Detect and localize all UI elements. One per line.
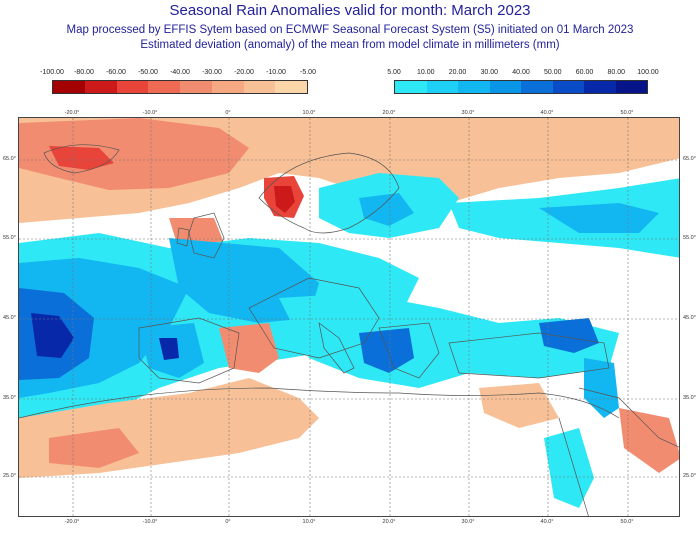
legend-tick-label: 20.00 bbox=[448, 69, 467, 76]
graticule bbox=[19, 118, 679, 516]
anomaly-region-atlantic-max-wet bbox=[31, 313, 74, 358]
legend-tick-label: 5.00 bbox=[387, 69, 401, 76]
legend-tick-label: 100.00 bbox=[637, 69, 659, 76]
lon-tick-bottom: 50.0° bbox=[620, 519, 634, 525]
lon-tick-bottom: -20.0° bbox=[64, 519, 80, 525]
legend-color-swatch bbox=[275, 81, 307, 93]
legend-tick-label: -5.00 bbox=[300, 69, 316, 76]
lon-tick-top: 50.0° bbox=[620, 110, 634, 116]
legend-color-swatch bbox=[552, 81, 584, 93]
anomaly-region-norway-extreme-dry bbox=[274, 186, 295, 213]
lat-tick-left: 25.0° bbox=[3, 473, 16, 479]
coastlines bbox=[19, 144, 679, 516]
legend-tick-label: 40.00 bbox=[512, 69, 530, 76]
lon-tick-top: -20.0° bbox=[64, 110, 80, 116]
lat-tick-right: 65.0° bbox=[683, 156, 696, 162]
legend-tick-label: -30.00 bbox=[202, 69, 222, 76]
legend-color-swatch bbox=[395, 81, 427, 93]
lat-tick-left: 45.0° bbox=[3, 315, 16, 321]
legend-tick-label: -40.00 bbox=[170, 69, 190, 76]
legend-color-swatch bbox=[84, 81, 117, 93]
anomaly-region-east-med-dry bbox=[479, 383, 559, 428]
lat-tick-left: 55.0° bbox=[3, 235, 16, 241]
anomaly-region-red-sea-wet bbox=[544, 428, 594, 508]
legend-color-swatch bbox=[243, 81, 276, 93]
lat-tick-right: 35.0° bbox=[683, 395, 696, 401]
legend-color-swatch bbox=[521, 81, 553, 93]
map-subtitle-processing: Map processed by EFFIS Sytem based on EC… bbox=[66, 24, 634, 36]
legend-positive-anomaly: 5.00 10.00 20.00 30.00 40.00 50.00 60.00 80.00 1… bbox=[387, 69, 659, 95]
anomaly-region-levant-wet bbox=[584, 358, 619, 418]
legend-tick-label: 80.00 bbox=[607, 69, 626, 76]
legend-tick-label: 50.00 bbox=[543, 69, 562, 76]
map-subtitle-description: Estimated deviation (anomaly) of the mea… bbox=[140, 39, 560, 51]
lat-tick-right: 45.0° bbox=[683, 315, 696, 321]
lon-tick-bottom: 30.0° bbox=[461, 519, 475, 525]
lon-tick-top: 10.0° bbox=[302, 110, 316, 116]
legend-negative-colorbar bbox=[52, 80, 308, 94]
legend-tick-label: 60.00 bbox=[575, 69, 594, 76]
lat-tick-right: 25.0° bbox=[683, 473, 696, 479]
lon-tick-bottom: 20.0° bbox=[382, 519, 396, 525]
anomaly-map bbox=[18, 117, 680, 517]
lon-tick-bottom: 10.0° bbox=[302, 519, 316, 525]
legend-color-swatch bbox=[53, 81, 85, 93]
anomaly-region-baltic-very-wet bbox=[359, 193, 414, 226]
anomaly-region-iberia-dry bbox=[219, 323, 279, 373]
map-title: Seasonal Rain Anomalies valid for month:… bbox=[169, 2, 531, 19]
anomaly-region-iceland-dry bbox=[19, 118, 249, 190]
legend-color-swatch bbox=[458, 81, 490, 93]
lon-tick-top: 0° bbox=[225, 110, 231, 116]
legend-tick-label: -100.00 bbox=[40, 69, 64, 76]
legend-color-swatch bbox=[148, 81, 180, 93]
legend-tick-label: -10.00 bbox=[266, 69, 286, 76]
legend-tick-label: 30.00 bbox=[480, 69, 499, 76]
anomaly-region-anatolia-very-wet bbox=[539, 318, 599, 353]
legend-tick-label: -80.00 bbox=[74, 69, 94, 76]
anomaly-map-canvas bbox=[19, 118, 679, 516]
anomaly-region-mediterranean-wet bbox=[279, 293, 619, 388]
anomaly-region-nw-africa-dry bbox=[49, 428, 139, 468]
legend-tick-label: -60.00 bbox=[106, 69, 126, 76]
legend-color-swatch bbox=[584, 81, 616, 93]
legend-positive-colorbar bbox=[394, 80, 648, 94]
anomaly-region-middle-east-dry bbox=[619, 408, 679, 473]
legend-tick-label: -50.00 bbox=[138, 69, 158, 76]
legend-negative-labels: -100.00 -80.00 -60.00 -50.00 -40.00 -30.00 -20… bbox=[40, 69, 316, 79]
anomaly-region-balkans-very-wet bbox=[359, 328, 414, 373]
legend-color-swatch bbox=[615, 81, 647, 93]
lon-tick-top: 30.0° bbox=[461, 110, 475, 116]
lon-tick-top: 20.0° bbox=[382, 110, 396, 116]
anomaly-region-russia-wet-core bbox=[539, 203, 659, 233]
legend-color-swatch bbox=[211, 81, 244, 93]
lon-tick-bottom: 0° bbox=[225, 519, 231, 525]
legend-color-swatch bbox=[489, 81, 521, 93]
lat-tick-left: 35.0° bbox=[3, 395, 16, 401]
lat-tick-right: 55.0° bbox=[683, 235, 696, 241]
anomaly-region-iberia-max-wet bbox=[159, 338, 179, 360]
lon-tick-bottom: 40.0° bbox=[540, 519, 554, 525]
legend-color-swatch bbox=[116, 81, 149, 93]
legend-positive-labels: 5.00 10.00 20.00 30.00 40.00 50.00 60.00 80.00 1… bbox=[387, 69, 659, 79]
lon-tick-top: 40.0° bbox=[540, 110, 554, 116]
legend-tick-label: -20.00 bbox=[234, 69, 254, 76]
legend-color-swatch bbox=[180, 81, 212, 93]
anomaly-region-iceland-very-dry bbox=[49, 146, 114, 170]
legend-tick-label: 10.00 bbox=[416, 69, 435, 76]
lon-tick-top: -10.0° bbox=[142, 110, 158, 116]
lon-tick-bottom: -10.0° bbox=[142, 519, 158, 525]
lat-tick-left: 65.0° bbox=[3, 156, 16, 162]
legend-negative-anomaly: -100.00 -80.00 -60.00 -50.00 -40.00 -30.00 -20… bbox=[40, 69, 316, 95]
legend-color-swatch bbox=[426, 81, 458, 93]
